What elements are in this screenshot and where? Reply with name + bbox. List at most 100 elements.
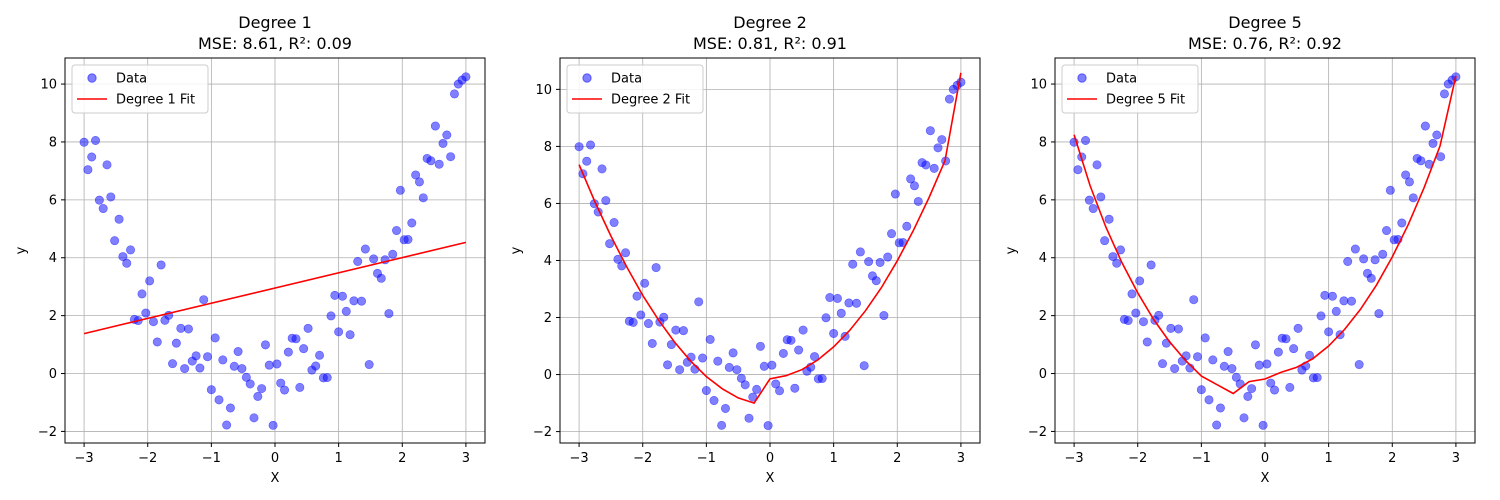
data-point [647,338,657,348]
data-point [848,259,858,269]
data-point [388,249,398,259]
data-point [376,273,386,283]
data-point [91,136,101,146]
data-point [137,289,147,299]
data-point [1096,192,1106,202]
x-tick-label: −2 [1128,451,1147,466]
data-point [1196,385,1206,395]
subplot-1: −3 −2 −1 0 1 2 3 −2 0 2 4 6 8 10 Degree 1 MSE: 8.61, R²… [14,13,486,486]
data-point [430,121,440,131]
y-tick-label: −2 [533,425,552,440]
data-point [709,396,719,406]
data-point [1173,324,1183,334]
data-point [1081,136,1091,146]
data-point [395,185,405,195]
data-point [403,235,413,245]
data-point [1208,355,1218,365]
y-axis-label: y [1004,246,1019,254]
data-point [1258,420,1268,430]
data-point [322,373,332,383]
data-point [1273,347,1283,357]
data-point [775,386,785,396]
data-point [1219,361,1229,371]
data-point [1428,138,1438,148]
x-tick-label: 0 [1261,451,1269,466]
x-tick-label: 3 [462,451,470,466]
data-point [411,170,421,180]
data-point [1254,360,1264,370]
legend-label: Degree 1 Fit [116,93,195,108]
data-point [1189,295,1199,305]
data-point [214,395,224,405]
data-point [586,140,596,150]
data-point [260,340,270,350]
x-tick-label: −2 [138,451,157,466]
data-point [1343,256,1353,266]
data-point [87,152,97,162]
data-point [330,290,340,300]
data-point [771,379,781,389]
data-point [694,297,704,307]
data-point [268,420,278,430]
legend-marker-data [87,73,97,83]
data-point [840,331,850,341]
data-point [1408,193,1418,203]
data-point [1316,311,1326,321]
data-point [1193,352,1203,362]
legend-box [71,64,209,114]
data-point [1092,160,1102,170]
data-point [83,165,93,175]
data-point [1204,395,1214,405]
data-point [369,254,379,264]
data-point [1215,403,1225,413]
data-point [1416,156,1426,166]
y-tick-label: 6 [49,193,57,208]
data-point [902,221,912,231]
data-point [1404,177,1414,187]
data-point [678,326,688,336]
data-point [334,327,344,337]
data-point [675,365,685,375]
data-point [1135,276,1145,286]
data-point [253,391,263,401]
data-point [126,245,136,255]
data-point [728,348,738,358]
data-point [778,348,788,358]
data-point [717,420,727,430]
data-point [794,345,804,355]
data-point [295,382,305,392]
data-point [1231,372,1241,382]
data-point [752,384,762,394]
subplot-3: −3 −2 −1 0 1 2 3 −2 0 2 4 6 8 10 Degree 5 MSE: 0.76, R²… [1004,13,1476,486]
y-tick-label: 2 [1039,309,1047,324]
data-point [1397,218,1407,228]
data-point [249,413,259,423]
subplot-subtitle: MSE: 8.61, R²: 0.09 [198,34,352,53]
data-point [225,403,235,413]
data-point [1247,384,1257,394]
data-point [1374,309,1384,319]
data-point [1212,420,1222,430]
y-axis-label: y [509,246,524,254]
data-point [257,384,267,394]
y-tick-label: 8 [1039,135,1047,150]
data-point [582,156,592,166]
legend-label: Data [611,72,642,87]
data-point [1324,327,1334,337]
data-point [98,204,108,214]
data-point [671,325,681,335]
data-point [1354,360,1364,370]
x-tick-label: 1 [829,451,837,466]
fit-line [83,241,467,335]
subplot-subtitle: MSE: 0.76, R²: 0.92 [1188,34,1342,53]
data-point [446,152,456,162]
x-axis-label: X [766,471,775,486]
data-point [79,137,89,147]
data-point [821,313,831,323]
data-point [944,94,954,104]
legend-marker-data [1077,73,1087,83]
data-point [360,244,370,254]
data-point [855,247,865,257]
data-point [237,364,247,374]
data-point [353,256,363,266]
